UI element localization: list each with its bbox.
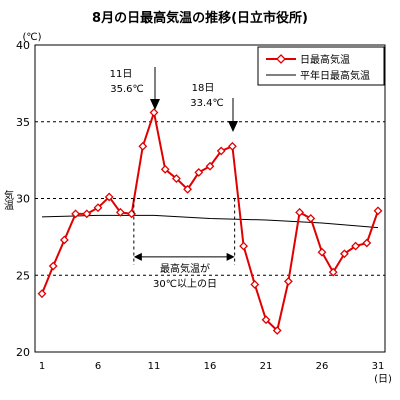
axes xyxy=(34,44,386,353)
peak1-day-label: 11日 xyxy=(110,69,133,80)
daily-max-temp-line xyxy=(41,108,379,333)
normal-temp-series xyxy=(41,214,379,229)
daily-max-point-30 xyxy=(362,238,372,248)
peak1-arrow xyxy=(150,67,160,110)
daily-max-point-27 xyxy=(328,267,338,277)
hot-days-span-annotation: 最高気温が 30℃以上の日 xyxy=(133,198,236,290)
y-axis-label: 気温 xyxy=(2,189,14,210)
legend-daily-marker xyxy=(276,54,286,64)
daily-max-point-13 xyxy=(171,174,181,183)
daily-max-point-15 xyxy=(194,167,204,177)
daily-max-point-4 xyxy=(71,209,81,219)
span-arrowhead-right xyxy=(226,252,235,261)
peak2-annotation: 18日 33.4℃ xyxy=(190,83,238,132)
daily-max-point-25 xyxy=(306,214,316,223)
y-tick-25: 25 xyxy=(16,269,30,282)
daily-max-point-19 xyxy=(239,241,249,251)
daily-max-point-20 xyxy=(250,280,260,289)
daily-max-point-31 xyxy=(373,206,383,216)
chart-title: 8月の日最高気温の推移(日立市役所) xyxy=(92,10,308,26)
peak1-annotation: 11日 35.6℃ xyxy=(110,67,160,110)
x-tick-21: 21 xyxy=(260,361,273,372)
daily-max-point-26 xyxy=(317,247,327,257)
daily-max-point-3 xyxy=(59,235,69,245)
peak1-temp-label: 35.6℃ xyxy=(110,84,144,95)
daily-max-point-10 xyxy=(138,141,148,151)
peak2-arrow xyxy=(228,98,238,132)
y-tick-labels: 20 25 30 35 40 xyxy=(16,39,30,359)
grid-lines xyxy=(35,121,385,276)
x-tick-31: 31 xyxy=(372,361,385,372)
peak2-temp-label: 33.4℃ xyxy=(190,98,224,109)
x-tick-1: 1 xyxy=(39,361,45,372)
plot-frame xyxy=(34,44,386,353)
daily-max-point-17 xyxy=(216,146,226,156)
x-tick-11: 11 xyxy=(148,361,161,372)
x-tick-16: 16 xyxy=(204,361,217,372)
x-unit-label: (日) xyxy=(374,374,392,385)
daily-max-point-2 xyxy=(48,261,58,271)
y-tick-40: 40 xyxy=(16,39,30,52)
daily-max-point-12 xyxy=(160,164,170,174)
daily-max-point-22 xyxy=(272,326,282,335)
daily-max-point-8 xyxy=(115,207,125,217)
legend-daily-label: 日最高気温 xyxy=(300,53,350,66)
x-tick-6: 6 xyxy=(95,361,101,372)
y-unit-label: (℃) xyxy=(22,32,41,43)
y-tick-35: 35 xyxy=(16,116,30,129)
daily-max-point-6 xyxy=(93,203,103,213)
daily-max-point-18 xyxy=(227,141,237,151)
daily-max-point-16 xyxy=(205,161,215,171)
normal-temp-line xyxy=(41,214,379,229)
x-tick-26: 26 xyxy=(316,361,329,372)
x-tick-labels: 1 6 11 16 21 26 31 xyxy=(39,361,385,372)
span-arrowhead-left xyxy=(133,252,142,261)
peak2-day-label: 18日 xyxy=(192,83,215,94)
legend-normal-label: 平年日最高気温 xyxy=(300,69,370,82)
legend-box xyxy=(257,46,385,86)
y-tick-30: 30 xyxy=(16,193,30,206)
daily-max-temp-series xyxy=(37,108,383,335)
y-tick-20: 20 xyxy=(16,346,30,359)
legend: 日最高気温 平年日最高気温 xyxy=(257,46,385,86)
daily-max-point-28 xyxy=(339,249,349,259)
daily-max-point-7 xyxy=(104,192,114,202)
daily-max-point-1 xyxy=(37,289,47,299)
daily-max-point-21 xyxy=(261,315,271,325)
daily-max-point-14 xyxy=(183,184,193,194)
span-label-line2: 30℃以上の日 xyxy=(153,278,217,290)
daily-max-point-23 xyxy=(283,276,293,286)
daily-max-point-24 xyxy=(295,207,305,217)
span-label-line1: 最高気温が xyxy=(160,262,210,275)
daily-max-point-5 xyxy=(82,209,92,219)
daily-max-point-29 xyxy=(351,241,361,251)
daily-max-point-11 xyxy=(149,108,159,117)
